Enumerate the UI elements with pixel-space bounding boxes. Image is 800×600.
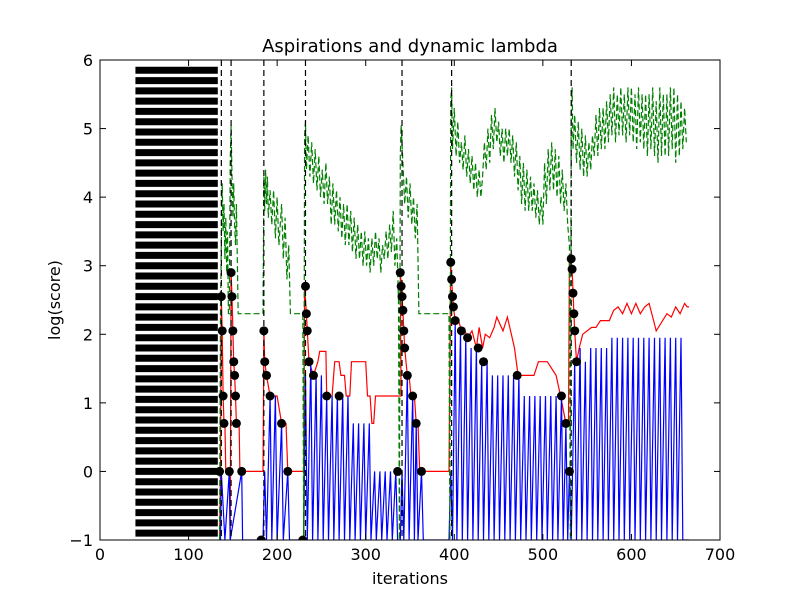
marker-40 (446, 257, 456, 267)
marker-2 (217, 326, 227, 336)
marker-29 (393, 466, 403, 476)
marker-15 (259, 326, 269, 336)
marker-41 (447, 274, 457, 284)
axes-frame (99, 59, 721, 541)
series-line-2 (219, 87, 687, 540)
x-axis-label: iterations (372, 569, 448, 588)
marker-36 (402, 370, 412, 380)
marker-19 (277, 418, 287, 428)
x-tick-label-7: 700 (705, 545, 736, 564)
marker-13 (237, 466, 247, 476)
marker-37 (408, 391, 418, 401)
marker-50 (556, 391, 566, 401)
marker-27 (322, 391, 332, 401)
marker-4 (219, 418, 229, 428)
y-tick-label-5: 4 (83, 188, 93, 207)
y-tick-label-3: 2 (83, 325, 93, 344)
marker-49 (512, 370, 522, 380)
y-tick-label-7: 6 (83, 51, 93, 70)
marker-44 (450, 316, 460, 326)
x-tick-label-2: 200 (262, 545, 293, 564)
marker-11 (231, 391, 241, 401)
marker-18 (265, 391, 275, 401)
y-tick-label-4: 3 (83, 257, 93, 276)
y-axis-label: log(score) (45, 260, 64, 340)
marker-43 (448, 302, 458, 312)
y-tick-label-0: −1 (69, 531, 93, 550)
marker-47 (473, 343, 483, 353)
marker-26 (308, 370, 318, 380)
x-tick-label-1: 100 (173, 545, 204, 564)
marker-10 (230, 370, 240, 380)
marker-51 (561, 418, 571, 428)
marker-12 (231, 418, 241, 428)
marker-53 (566, 254, 576, 264)
y-tick-label-2: 1 (83, 394, 93, 413)
plot-area (135, 60, 689, 540)
marker-28 (334, 391, 344, 401)
x-tick-label-3: 300 (350, 545, 381, 564)
marker-32 (397, 292, 407, 302)
marker-9 (229, 357, 239, 367)
marker-25 (304, 357, 314, 367)
plot-content (135, 60, 689, 540)
marker-54 (567, 264, 577, 274)
marker-30 (395, 268, 405, 278)
marker-20 (283, 466, 293, 476)
marker-48 (479, 357, 489, 367)
marker-31 (396, 281, 406, 291)
marker-14 (256, 535, 266, 540)
marker-6 (226, 268, 236, 278)
chart-title: Aspirations and dynamic lambda (262, 36, 558, 57)
marker-45 (456, 326, 466, 336)
marker-57 (570, 326, 580, 336)
marker-42 (448, 292, 458, 302)
marker-38 (411, 418, 421, 428)
marker-35 (400, 343, 410, 353)
marker-23 (301, 309, 311, 319)
x-tick-label-6: 600 (616, 545, 647, 564)
marker-34 (399, 326, 409, 336)
marker-0 (215, 466, 225, 476)
marker-58 (572, 357, 582, 367)
marker-39 (417, 466, 427, 476)
marker-16 (260, 357, 270, 367)
y-tick-label-1: 0 (83, 462, 93, 481)
marker-17 (262, 370, 272, 380)
x-tick-label-4: 400 (439, 545, 470, 564)
marker-46 (463, 333, 473, 343)
marker-22 (300, 281, 310, 291)
marker-8 (228, 326, 238, 336)
marker-52 (564, 466, 574, 476)
x-tick-label-0: 0 (95, 545, 105, 564)
marker-5 (224, 466, 234, 476)
marker-7 (227, 292, 237, 302)
marker-21 (298, 535, 308, 540)
marker-24 (302, 326, 312, 336)
series-line-1 (219, 320, 689, 540)
marker-3 (218, 391, 228, 401)
marker-55 (568, 288, 578, 298)
marker-1 (216, 292, 226, 302)
x-tick-label-5: 500 (528, 545, 559, 564)
marker-56 (569, 309, 579, 319)
marker-33 (398, 305, 408, 315)
y-tick-label-6: 5 (83, 120, 93, 139)
